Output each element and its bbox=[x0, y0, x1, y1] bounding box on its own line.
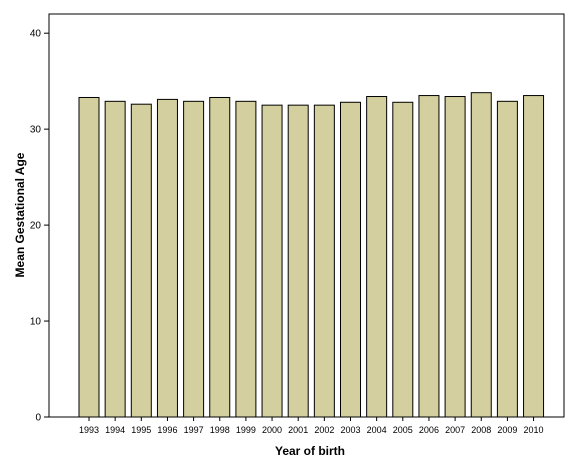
x-tick-label-2009: 2009 bbox=[497, 425, 517, 435]
x-tick-label-1994: 1994 bbox=[105, 425, 125, 435]
x-tick-label-1997: 1997 bbox=[184, 425, 204, 435]
x-tick-label-1999: 1999 bbox=[236, 425, 256, 435]
bar-1995 bbox=[130, 103, 152, 418]
bar-2007 bbox=[444, 96, 466, 418]
x-tick-label-2005: 2005 bbox=[393, 425, 413, 435]
x-tick-label-2001: 2001 bbox=[288, 425, 308, 435]
bar-2010 bbox=[523, 95, 545, 418]
y-tick-label: 30 bbox=[30, 125, 42, 136]
x-axis: 1993 1994 1995 1996 1997 1998 1999 2000 2001 2002… bbox=[79, 417, 544, 435]
x-tick-label-2002: 2002 bbox=[314, 425, 334, 435]
bars-group bbox=[78, 92, 545, 418]
bar-2008 bbox=[470, 92, 492, 418]
bar-2009 bbox=[496, 100, 518, 418]
bar-1997 bbox=[183, 100, 205, 418]
bar-1994 bbox=[104, 100, 126, 418]
bar-1996 bbox=[156, 98, 178, 418]
y-tick-label: 0 bbox=[35, 413, 41, 424]
y-tick-label: 10 bbox=[30, 317, 42, 328]
bar-2003 bbox=[340, 101, 361, 418]
x-tick-label-2000: 2000 bbox=[262, 425, 282, 435]
x-axis-title: Year of birth bbox=[275, 444, 345, 457]
bar-2005 bbox=[392, 101, 414, 418]
bar-2002 bbox=[313, 104, 335, 418]
bar-1999 bbox=[235, 100, 257, 418]
bar-1998 bbox=[209, 96, 231, 418]
bar-2006 bbox=[418, 95, 440, 418]
x-tick-label-2004: 2004 bbox=[367, 425, 387, 435]
y-axis-title: Mean Gestational Age bbox=[13, 152, 27, 277]
y-tick-label: 20 bbox=[30, 221, 42, 232]
x-tick-label-2003: 2003 bbox=[340, 425, 360, 435]
bar-1993 bbox=[78, 96, 100, 418]
x-tick-label-2007: 2007 bbox=[445, 425, 465, 435]
bar-2000 bbox=[261, 104, 283, 418]
y-tick-label: 40 bbox=[30, 29, 42, 40]
y-axis: 0 10 20 30 40 bbox=[30, 29, 49, 424]
x-tick-label-2010: 2010 bbox=[524, 425, 544, 435]
x-tick-label-1995: 1995 bbox=[131, 425, 151, 435]
x-tick-label-2006: 2006 bbox=[419, 425, 439, 435]
bar-2004 bbox=[366, 96, 388, 418]
bar-2001 bbox=[287, 104, 309, 418]
x-tick-label-2008: 2008 bbox=[471, 425, 491, 435]
x-tick-label-1996: 1996 bbox=[157, 425, 177, 435]
x-tick-label-1998: 1998 bbox=[210, 425, 230, 435]
x-tick-label-1993: 1993 bbox=[79, 425, 99, 435]
